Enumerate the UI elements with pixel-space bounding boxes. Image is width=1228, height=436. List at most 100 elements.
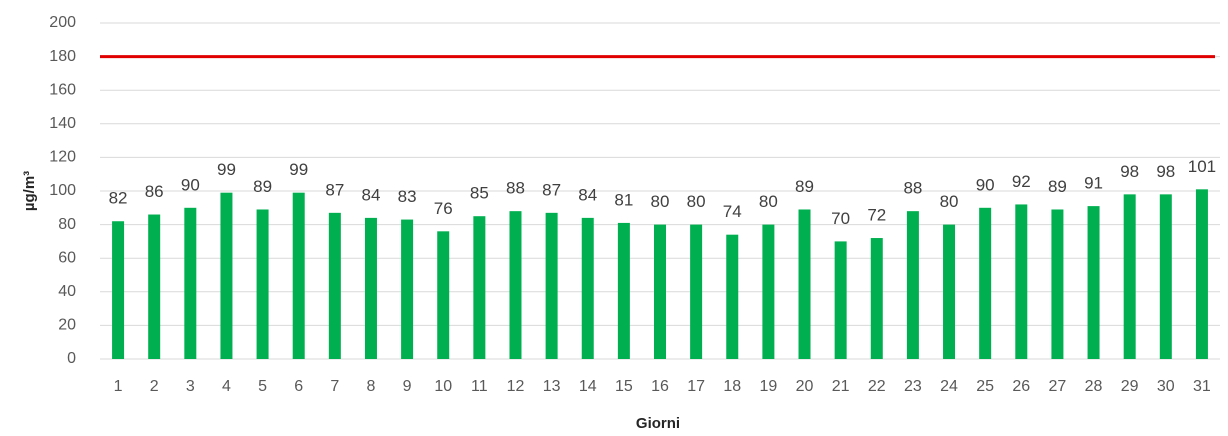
y-tick-label: 100	[49, 182, 76, 199]
data-label: 88	[903, 179, 922, 198]
data-label: 81	[614, 190, 633, 209]
data-label: 84	[578, 185, 597, 204]
data-label: 70	[831, 209, 850, 228]
bar	[617, 222, 630, 359]
bar	[690, 224, 703, 359]
x-tick-label: 1	[114, 378, 123, 395]
x-tick-label: 10	[434, 378, 452, 395]
x-tick-label: 16	[651, 378, 669, 395]
x-tick-label: 26	[1012, 378, 1030, 395]
bar	[112, 221, 125, 359]
y-tick-label: 140	[49, 115, 76, 132]
x-tick-label: 14	[579, 378, 597, 395]
x-tick-label: 12	[507, 378, 525, 395]
bar	[581, 217, 594, 359]
bar	[943, 224, 956, 359]
bar	[1051, 209, 1064, 359]
x-axis-title: Giorni	[636, 415, 680, 432]
x-tick-label: 15	[615, 378, 633, 395]
x-tick-label: 13	[543, 378, 561, 395]
data-label: 72	[867, 206, 886, 225]
x-tick-label: 23	[904, 378, 922, 395]
x-tick-label: 29	[1121, 378, 1139, 395]
x-tick-label: 4	[222, 378, 231, 395]
x-tick-label: 31	[1193, 378, 1211, 395]
data-label: 84	[362, 185, 381, 204]
data-label: 90	[976, 175, 995, 194]
x-tick-label: 3	[186, 378, 195, 395]
data-label: 92	[1012, 172, 1031, 191]
y-tick-label: 80	[58, 216, 76, 233]
x-tick-label: 20	[796, 378, 814, 395]
data-label: 99	[289, 160, 308, 179]
x-tick-label: 17	[687, 378, 705, 395]
x-tick-label: 19	[759, 378, 777, 395]
data-label: 91	[1084, 174, 1103, 193]
x-tick-label: 2	[150, 378, 159, 395]
x-tick-label: 24	[940, 378, 958, 395]
x-tick-label: 30	[1157, 378, 1175, 395]
bar	[1195, 189, 1208, 359]
data-label: 82	[109, 189, 128, 208]
bar	[1087, 206, 1100, 359]
bar	[401, 219, 414, 359]
data-label: 98	[1120, 162, 1139, 181]
bar	[292, 192, 305, 359]
x-tick-label: 18	[723, 378, 741, 395]
bar	[148, 214, 161, 359]
data-label: 86	[145, 182, 164, 201]
x-tick-label: 25	[976, 378, 994, 395]
data-label: 90	[181, 175, 200, 194]
y-tick-label: 0	[67, 350, 76, 367]
data-label: 74	[723, 202, 742, 221]
data-label: 85	[470, 184, 489, 203]
bar	[1123, 194, 1136, 359]
data-label: 98	[1156, 162, 1175, 181]
x-tick-label: 7	[330, 378, 339, 395]
bar	[328, 212, 341, 359]
x-tick-label: 8	[367, 378, 376, 395]
bar	[654, 224, 666, 359]
bar	[1015, 204, 1028, 359]
bar	[220, 192, 233, 359]
x-tick-label: 6	[294, 378, 303, 395]
x-tick-label: 21	[832, 378, 850, 395]
bar	[364, 217, 377, 359]
data-label: 80	[759, 192, 778, 211]
y-tick-label: 180	[49, 48, 76, 65]
data-label: 101	[1188, 157, 1216, 176]
bar	[184, 207, 197, 359]
bar	[870, 238, 883, 359]
data-label: 89	[795, 177, 814, 196]
bar	[1159, 194, 1172, 359]
data-label: 88	[506, 179, 525, 198]
x-tick-label: 9	[403, 378, 412, 395]
x-tick-label: 11	[471, 378, 488, 395]
data-label: 99	[217, 160, 236, 179]
x-tick-label: 5	[258, 378, 267, 395]
bar	[798, 209, 811, 359]
y-tick-label: 160	[49, 81, 76, 98]
bar	[473, 216, 486, 359]
bar	[834, 241, 847, 359]
data-label: 89	[1048, 177, 1067, 196]
y-tick-label: 20	[58, 317, 76, 334]
bar	[437, 231, 450, 359]
bar	[762, 224, 775, 359]
data-label: 87	[542, 180, 561, 199]
bar	[906, 211, 919, 359]
y-tick-label: 120	[49, 149, 76, 166]
bar	[545, 212, 558, 359]
y-tick-label: 40	[58, 283, 76, 300]
data-label: 76	[434, 199, 453, 218]
y-tick-label: 60	[58, 249, 76, 266]
data-label: 83	[398, 187, 417, 206]
bar	[726, 234, 739, 359]
data-label: 80	[651, 192, 670, 211]
data-label: 89	[253, 177, 272, 196]
x-tick-label: 27	[1049, 378, 1067, 395]
y-tick-label: 200	[49, 14, 76, 31]
x-tick-label: 28	[1085, 378, 1103, 395]
x-tick-label: 22	[868, 378, 886, 395]
